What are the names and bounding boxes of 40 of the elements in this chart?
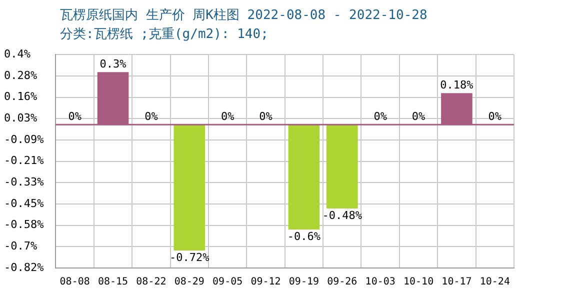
data-label: 0% [412,110,426,123]
y-tick-label: -0.33% [4,176,44,188]
chart-title: 瓦楞原纸国内 生产价 周K柱图 2022-08-08 - 2022-10-28 [60,7,428,24]
data-label: 0% [220,110,235,123]
data-label: 0% [488,110,502,123]
data-label: 0.3% [100,57,127,70]
x-tick-label: 08-29 [174,276,204,288]
y-tick-label: -0.09% [4,132,44,146]
data-label: -0.48% [322,208,362,222]
x-tick-label: 09-26 [327,276,358,288]
y-tick-label: 0.03% [4,111,38,124]
bar [174,124,206,251]
y-tick-label: -0.21% [4,154,44,168]
data-label: 0% [259,110,273,123]
x-tick-label: 08-22 [136,276,166,288]
data-label: -0.72% [170,250,210,264]
y-tick-label: 0.16% [4,90,38,104]
chart-subtitle: 分类:瓦楞纸 ;克重(g/m2): 140; [60,26,268,43]
y-tick-label: -0.58% [4,218,44,232]
y-tick-label: -0.45% [4,196,44,210]
x-tick-label: 08-15 [98,276,128,288]
bar [288,124,320,230]
y-tick-label: 0.4% [4,47,31,60]
x-tick-label: 10-03 [365,276,396,288]
data-label: 0.18% [440,78,474,92]
x-tick-label: 10-10 [403,276,434,288]
y-tick-label: -0.7% [4,240,38,253]
y-tick-label: 0.28% [4,68,38,82]
x-tick-label: 09-12 [250,276,281,288]
data-label: 0% [68,110,82,123]
x-tick-label: 09-05 [212,276,243,288]
x-tick-label: 09-19 [288,276,320,288]
bar [326,124,358,209]
data-label: 0% [374,110,388,123]
x-tick-label: 10-17 [442,276,472,288]
data-label: 0% [144,110,158,123]
x-tick-label: 08-08 [60,276,90,288]
data-label: -0.6% [287,230,321,243]
x-tick-label: 10-24 [480,276,510,288]
y-tick-label: -0.82% [4,260,44,274]
